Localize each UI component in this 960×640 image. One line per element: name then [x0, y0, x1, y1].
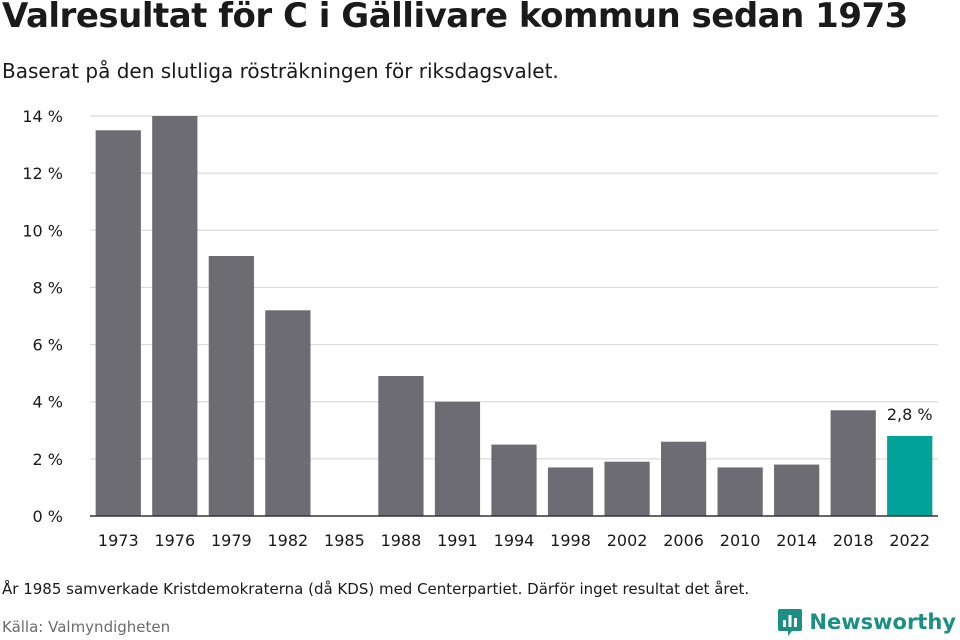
- x-tick-label: 2002: [607, 531, 648, 550]
- source-note: Källa: Valmyndigheten: [2, 618, 171, 636]
- x-tick-label: 2014: [776, 531, 817, 550]
- y-tick-label: 12 %: [22, 164, 63, 183]
- newsworthy-logo-icon: [778, 609, 803, 636]
- bar-2014: [774, 464, 820, 516]
- x-tick-label: 1988: [381, 531, 422, 550]
- data-label-2022: 2,8 %: [887, 405, 933, 424]
- bar-1998: [547, 467, 594, 516]
- bar-1976: [152, 116, 198, 516]
- x-tick-label: 1976: [154, 531, 195, 550]
- y-tick-label: 6 %: [33, 336, 63, 355]
- x-tick-label: 1994: [494, 531, 535, 550]
- bar-chart: 0 % 2 % 4 % 6 % 8 % 10 % 12 % 14 % 1973 1976 1979…: [22, 107, 938, 550]
- x-axis-ticks: 1973 1976 1979 1982 1985 1988 1991 1994 1998 2002…: [98, 531, 930, 550]
- data-labels: 2,8 %: [887, 405, 933, 424]
- bars: [95, 116, 933, 517]
- x-tick-label: 2022: [889, 531, 930, 550]
- bar-1991: [434, 401, 481, 516]
- x-tick-label: 2010: [720, 531, 761, 550]
- x-tick-label: 1985: [324, 531, 365, 550]
- brand-logo: Newsworthy: [777, 606, 956, 638]
- bar-2006: [660, 441, 707, 516]
- x-tick-label: 1991: [437, 531, 478, 550]
- chart-title: Valresultat för C i Gällivare kommun sed…: [2, 0, 908, 36]
- chart-subtitle: Baserat på den slutliga rösträkningen fö…: [2, 59, 559, 83]
- bar-2010: [717, 467, 763, 516]
- bar-1994: [491, 444, 537, 516]
- x-tick-label: 2006: [663, 531, 704, 550]
- brand-name: Newsworthy: [809, 610, 956, 634]
- x-tick-label: 1998: [550, 531, 591, 550]
- y-tick-label: 10 %: [22, 221, 63, 240]
- x-tick-label: 1979: [211, 531, 252, 550]
- y-tick-label: 2 %: [33, 450, 63, 469]
- footnote: År 1985 samverkade Kristdemokraterna (då…: [2, 580, 750, 598]
- bar-1973: [95, 130, 141, 517]
- bar-1982: [265, 310, 311, 516]
- y-axis-ticks: 0 % 2 % 4 % 6 % 8 % 10 % 12 % 14 %: [22, 107, 63, 526]
- bar-1988: [378, 376, 424, 516]
- bar-1979: [208, 256, 254, 516]
- y-tick-label: 8 %: [33, 278, 63, 297]
- y-tick-label: 4 %: [33, 393, 63, 412]
- bar-2022: [887, 436, 933, 516]
- x-tick-label: 1973: [98, 531, 139, 550]
- y-tick-label: 0 %: [33, 507, 63, 526]
- bar-2002: [604, 461, 650, 516]
- x-tick-label: 2018: [833, 531, 874, 550]
- bar-2018: [830, 410, 876, 516]
- y-tick-label: 14 %: [22, 107, 63, 126]
- x-tick-label: 1982: [268, 531, 309, 550]
